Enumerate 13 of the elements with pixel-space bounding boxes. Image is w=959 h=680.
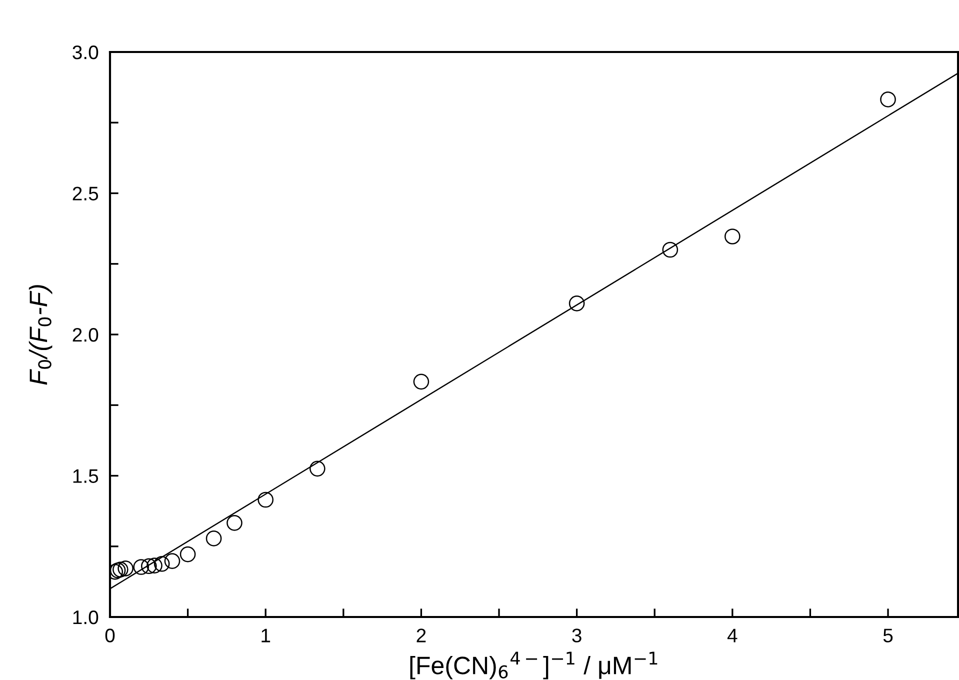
- y-tick-label: 1.0: [73, 610, 98, 624]
- x-axis-title: [Fe(CN)$_{6}$$^{4−}$]$^{−1}$ / μM$^{−1}$: [410, 652, 658, 680]
- x-tick-label: 4: [727, 628, 738, 642]
- x-tick-label: 3: [572, 628, 582, 642]
- x-tick-label: 0: [105, 628, 115, 642]
- y-axis-title: F$_{0}$/(F$_{0}$-F): [28, 285, 52, 385]
- y-tick-label: 2.5: [72, 186, 98, 200]
- x-tick-label: 5: [883, 628, 893, 642]
- y-tick-label: 2.0: [72, 328, 98, 342]
- x-tick-label: 2: [416, 628, 426, 642]
- y-tick-label: 3.0: [72, 45, 98, 60]
- y-tick-label: 1.5: [73, 469, 98, 483]
- x-tick-label: 1: [262, 628, 270, 642]
